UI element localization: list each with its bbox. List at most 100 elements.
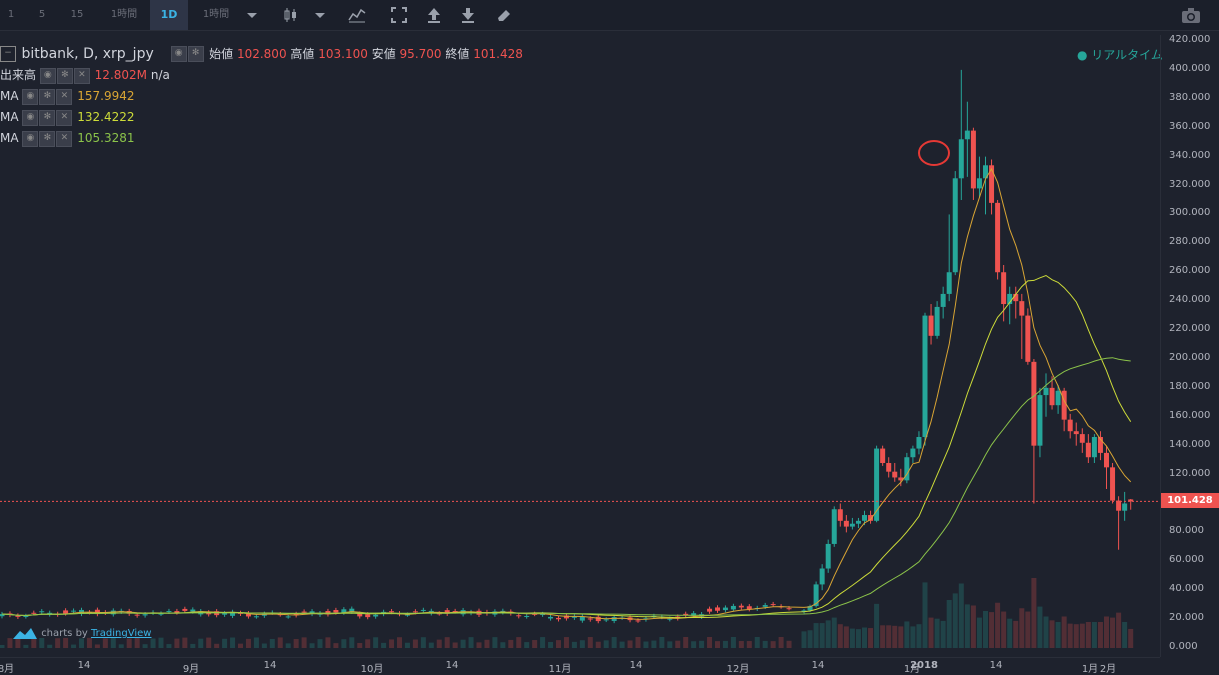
settings-icon[interactable]: ✻: [39, 130, 56, 147]
tradingview-link[interactable]: TradingView: [91, 628, 152, 639]
volume-bar: [1031, 578, 1037, 648]
volume-bar: [587, 637, 593, 648]
candle-body: [285, 616, 291, 618]
timeframe-1d[interactable]: 1D: [150, 0, 188, 30]
candle-body: [349, 608, 355, 612]
volume-bar: [31, 638, 37, 648]
candle-body: [1025, 315, 1031, 362]
candle-body: [934, 306, 940, 336]
volume-bar: [397, 637, 402, 648]
candlestick-icon[interactable]: [281, 6, 299, 24]
volume-bar: [71, 644, 77, 648]
upload-icon[interactable]: [425, 6, 443, 24]
candle-body: [412, 611, 418, 613]
candle-body: [786, 608, 792, 610]
candle-body: [958, 139, 964, 179]
candle-body: [667, 618, 673, 620]
candle-body: [989, 165, 995, 203]
candle-body: [420, 609, 426, 611]
volume-bar: [659, 637, 665, 648]
candle-body: [825, 543, 831, 569]
candle-body: [333, 609, 339, 613]
volume-bar: [1073, 624, 1079, 648]
candle-body: [770, 604, 776, 606]
ma-value: 132.4222: [77, 110, 135, 124]
candle-body: [389, 611, 395, 613]
volume-bar: [253, 637, 259, 648]
volume-bar: [1007, 618, 1013, 648]
volume-bar: [476, 642, 482, 648]
camera-icon[interactable]: [1181, 6, 1201, 24]
legend-ma-2: MA ◉ ✻ ✕ 132.4222: [0, 108, 134, 126]
candle-body: [1049, 387, 1055, 406]
volume-bar: [952, 593, 958, 648]
candle-body: [1031, 361, 1037, 446]
settings-icon[interactable]: ✻: [39, 88, 56, 105]
tradingview-branding[interactable]: charts by TradingView: [12, 626, 151, 642]
candle-body: [849, 523, 855, 527]
volume-value: 12.802M: [94, 68, 148, 82]
close-icon[interactable]: ✕: [56, 109, 73, 126]
volume-bar: [722, 640, 728, 648]
volume-bar: [904, 621, 910, 648]
candle-body: [928, 315, 934, 336]
settings-icon[interactable]: ✻: [39, 109, 56, 126]
timeframe-1h[interactable]: 1時間: [110, 9, 138, 20]
visibility-icon[interactable]: ◉: [39, 67, 56, 84]
price-tick-label: 220.000: [1169, 323, 1211, 335]
candle-body: [874, 448, 880, 521]
candle-body: [819, 568, 825, 585]
chart-area[interactable]: [0, 35, 1160, 657]
price-axis[interactable]: 420.000 400.000 380.000 360.000 340.000 320.0…: [1160, 34, 1219, 657]
volume-bar: [910, 626, 916, 648]
volume-bar: [436, 639, 442, 648]
timeframe-1h-alt[interactable]: 1時間: [202, 9, 230, 20]
candle-body: [1116, 500, 1122, 511]
candle-body: [309, 611, 315, 614]
price-chart[interactable]: [0, 35, 1160, 657]
visibility-icon[interactable]: ◉: [22, 88, 39, 105]
visibility-icon[interactable]: ◉: [22, 109, 39, 126]
settings-icon[interactable]: ✻: [56, 67, 73, 84]
timeframe-1m[interactable]: 1: [7, 9, 15, 20]
volume-bar: [230, 637, 236, 648]
volume-bar: [667, 641, 673, 648]
branding-prefix: charts by: [41, 628, 88, 639]
close-icon[interactable]: ✕: [73, 67, 90, 84]
volume-bar: [886, 625, 892, 648]
timeframe-15m[interactable]: 15: [70, 9, 84, 20]
volume-bar: [983, 611, 988, 648]
candle-body: [190, 609, 196, 612]
eraser-icon[interactable]: [495, 6, 513, 24]
candle-body: [94, 609, 100, 615]
timeframe-5m[interactable]: 5: [38, 9, 46, 20]
chevron-down-icon[interactable]: [243, 6, 261, 24]
moving-average-line: [1, 167, 1132, 620]
settings-icon[interactable]: ✻: [187, 46, 204, 62]
candle-body: [1043, 387, 1049, 396]
high-value: 103.100: [318, 47, 368, 61]
volume-bar: [1001, 611, 1007, 648]
candle-body: [71, 610, 77, 612]
visibility-icon[interactable]: ◉: [170, 46, 187, 62]
volume-bar: [603, 640, 609, 648]
time-axis[interactable]: 8月 14 9月 14 10月 14 11月 14 12月 14 1月 2018 14 1月 2月: [0, 657, 1160, 675]
close-icon[interactable]: ✕: [56, 130, 73, 147]
candle-body: [831, 509, 837, 544]
candle-body: [1110, 467, 1116, 501]
volume-bar: [831, 617, 837, 648]
candle-body: [762, 605, 768, 607]
collapse-icon[interactable]: −: [0, 46, 16, 62]
volume-bar: [556, 640, 561, 648]
chevron-down-icon[interactable]: [311, 6, 329, 24]
volume-bar: [126, 638, 132, 648]
download-icon[interactable]: [459, 6, 477, 24]
candle-body: [238, 612, 243, 614]
indicators-icon[interactable]: [348, 6, 366, 24]
fullscreen-icon[interactable]: [390, 6, 408, 24]
candle-body: [23, 615, 29, 617]
visibility-icon[interactable]: ◉: [22, 130, 39, 147]
close-icon[interactable]: ✕: [56, 88, 73, 105]
volume-bar: [500, 642, 506, 648]
volume-bar: [325, 637, 331, 648]
